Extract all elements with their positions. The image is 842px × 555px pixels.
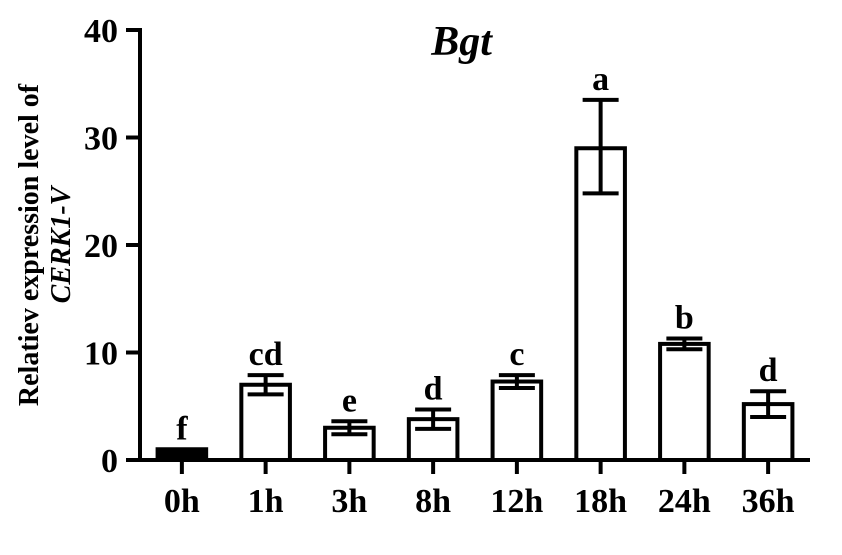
bar [493, 382, 542, 460]
x-tick-label: 12h [490, 483, 543, 520]
bgt-expression-bar-chart: 0 10 20 30 40 f 0h cd 1h e 3h d 8h c 12h a 18h b 24h d 36h Bg… [0, 0, 842, 555]
significance-label: cd [249, 336, 283, 373]
y-tick-label: 10 [84, 336, 118, 373]
significance-label: f [176, 410, 188, 447]
y-tick-label: 40 [84, 13, 118, 50]
y-tick-label: 0 [101, 443, 118, 480]
significance-label: d [424, 370, 443, 407]
significance-label: b [675, 300, 694, 337]
x-tick-label: 8h [415, 483, 451, 520]
x-tick-label: 0h [164, 483, 200, 520]
significance-label: a [592, 61, 609, 98]
chart-background [0, 0, 842, 555]
significance-label: e [342, 382, 357, 419]
x-tick-label: 36h [742, 483, 795, 520]
x-tick-label: 18h [574, 483, 627, 520]
bar [660, 344, 709, 460]
significance-label: c [509, 336, 524, 373]
x-tick-label: 24h [658, 483, 711, 520]
chart-title: Bgt [430, 19, 493, 65]
x-tick-label: 1h [248, 483, 284, 520]
bar [158, 449, 207, 460]
significance-label: d [759, 352, 778, 389]
x-tick-label: 3h [331, 483, 367, 520]
y-tick-label: 20 [84, 228, 118, 265]
y-tick-label: 30 [84, 121, 118, 158]
